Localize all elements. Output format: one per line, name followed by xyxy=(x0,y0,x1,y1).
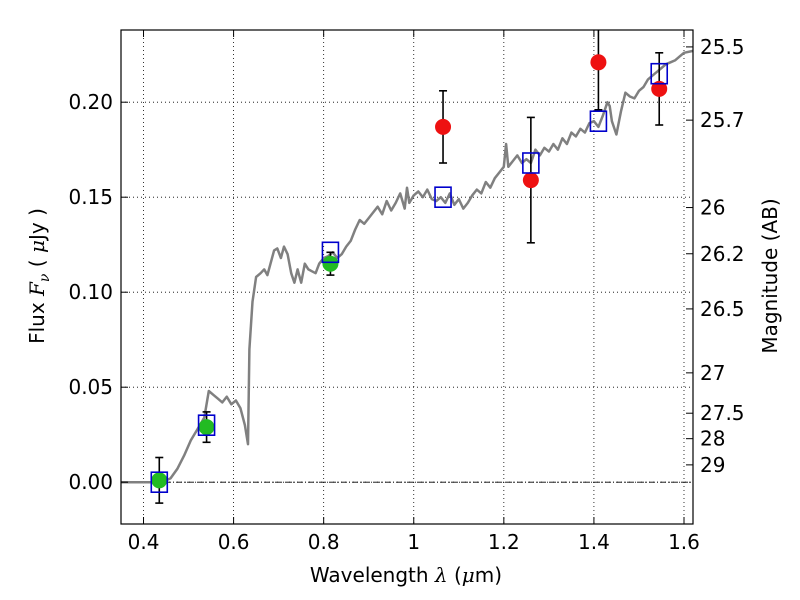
x-tick-label: 0.6 xyxy=(218,530,250,554)
mag-tick-label: 26.2 xyxy=(700,242,745,266)
model-flux-box xyxy=(197,414,216,437)
model-spectrum xyxy=(121,49,694,484)
model-flux-box xyxy=(522,152,540,174)
x-axis-title: Wavelength λ (μm) xyxy=(310,563,502,587)
model-flux-box xyxy=(434,186,452,208)
green-data-point xyxy=(151,472,168,489)
model-flux-box xyxy=(150,471,169,494)
x-tick-label: 1.2 xyxy=(488,530,520,554)
red-data-point xyxy=(522,172,539,189)
model-boxes xyxy=(150,62,669,494)
mag-tick-label: 26 xyxy=(700,196,725,220)
y-axis-title: Flux Fν ( μJy ) xyxy=(25,208,53,344)
y-tick-label: 0.05 xyxy=(68,375,113,399)
mag-tick-label: 29 xyxy=(700,453,725,477)
x-tick-label: 1 xyxy=(407,530,420,554)
data-points xyxy=(151,54,668,489)
mag-tick-label: 26.5 xyxy=(700,297,745,321)
plot-frame xyxy=(120,29,694,525)
green-data-point xyxy=(198,419,215,436)
x-tick-label: 0.8 xyxy=(308,530,340,554)
model-flux-box xyxy=(589,110,608,132)
model-flux-box xyxy=(321,241,340,264)
mag-tick-label: 28 xyxy=(700,427,725,451)
x-tick-label: 1.4 xyxy=(578,530,610,554)
green-data-point xyxy=(322,255,339,272)
red-data-point xyxy=(590,54,607,71)
mag-tick-label: 25.5 xyxy=(700,35,745,59)
mag-tick-label: 25.7 xyxy=(700,108,745,132)
y-tick-label: 0.20 xyxy=(68,90,113,114)
mag-tick-label: 27 xyxy=(700,361,725,385)
red-data-point xyxy=(651,80,668,97)
red-data-point xyxy=(435,118,452,135)
x-tick-label: 0.4 xyxy=(128,530,160,554)
y-tick-label: 0.10 xyxy=(68,280,113,304)
model-spectrum-line xyxy=(121,49,694,484)
y2-axis-title: Magnitude (AB) xyxy=(758,198,782,353)
model-flux-box xyxy=(650,62,669,85)
axis-ticks: 0.4 0.6 0.8 1 1.2 1.4 1.6 0.00 0.05 0.10 0.15 0.20 2… xyxy=(68,30,745,554)
y-tick-label: 0.15 xyxy=(68,185,113,209)
mag-tick-label: 27.5 xyxy=(700,401,745,425)
y-tick-label: 0.00 xyxy=(68,470,113,494)
x-tick-label: 1.6 xyxy=(668,530,700,554)
